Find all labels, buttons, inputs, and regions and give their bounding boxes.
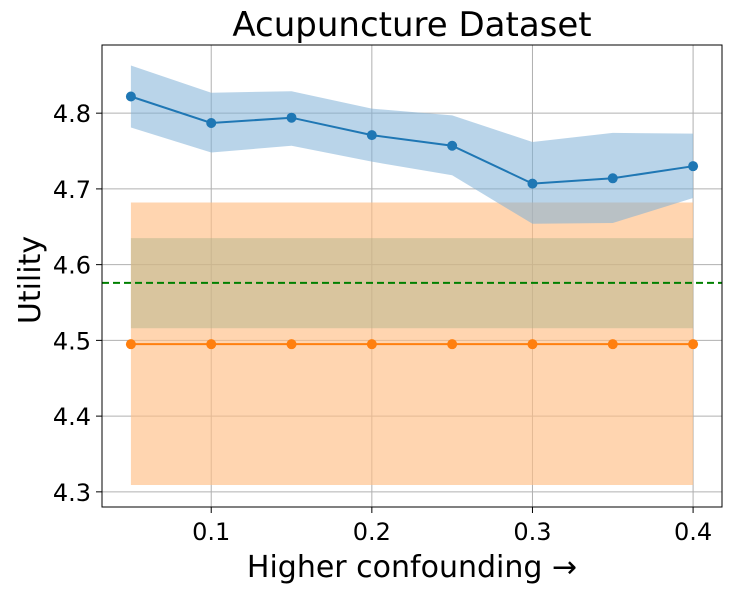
- series-0-point-4: [447, 140, 458, 151]
- series-0-point-6: [607, 173, 618, 184]
- series-0-point-3: [366, 130, 377, 141]
- y-tick-label-4: 4.7: [53, 176, 91, 204]
- series-0-point-1: [206, 118, 217, 129]
- confidence-band-2: [130, 65, 694, 224]
- x-axis-ticks: 0.1 0.2 0.3 0.4: [192, 507, 712, 546]
- series-1-point-0: [125, 339, 136, 350]
- x-tick-label-2: 0.3: [513, 518, 551, 546]
- series-0-point-2: [286, 112, 297, 123]
- y-axis-label: Utility: [13, 236, 48, 324]
- y-tick-label-1: 4.4: [53, 403, 91, 431]
- series-1-point-4: [447, 339, 458, 350]
- series-1-point-5: [527, 339, 538, 350]
- series-0-point-7: [688, 161, 699, 172]
- series-0-point-0: [125, 91, 136, 102]
- series-line-0: [130, 95, 694, 185]
- x-tick-label-3: 0.4: [674, 518, 712, 546]
- series-1-point-3: [366, 339, 377, 350]
- chart-title: Acupuncture Dataset: [232, 5, 591, 45]
- y-axis-ticks: 4.3 4.4 4.5 4.6 4.7 4.8: [53, 100, 102, 507]
- x-tick-label-1: 0.2: [353, 518, 391, 546]
- y-tick-label-0: 4.3: [53, 479, 91, 507]
- series-1-point-7: [688, 339, 699, 350]
- series-layer: [125, 91, 699, 350]
- confidence-bands: [130, 65, 694, 486]
- y-tick-label-5: 4.8: [53, 100, 91, 128]
- series-1-point-6: [607, 339, 618, 350]
- y-tick-label-3: 4.6: [53, 252, 91, 280]
- series-1-point-2: [286, 339, 297, 350]
- series-1-point-1: [206, 339, 217, 350]
- y-tick-label-2: 4.5: [53, 327, 91, 355]
- x-axis-label: Higher confounding →: [247, 550, 577, 585]
- series-0-point-5: [527, 178, 538, 189]
- x-tick-label-0: 0.1: [192, 518, 230, 546]
- plot-frame: [101, 44, 723, 508]
